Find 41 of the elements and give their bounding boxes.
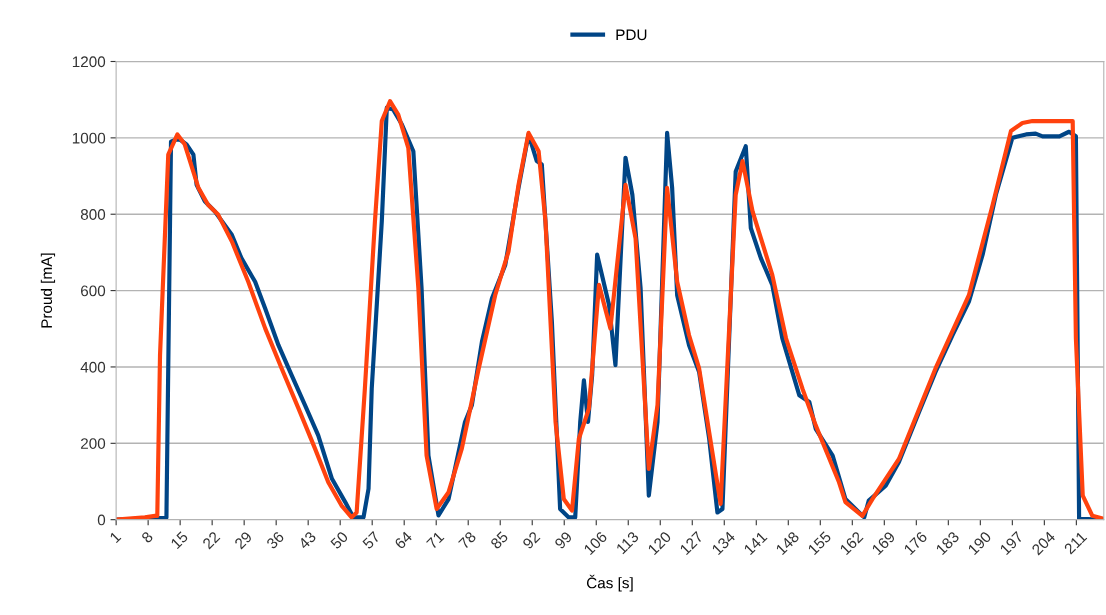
x-tick-label: 64 xyxy=(393,530,413,550)
x-tick-label: 50 xyxy=(329,530,349,550)
x-tick-label: 15 xyxy=(170,530,189,550)
x-tick-label: 78 xyxy=(458,530,477,550)
x-tick-label: 162 xyxy=(839,530,864,556)
x-tick-label: 29 xyxy=(233,530,253,550)
y-tick-label: 800 xyxy=(80,209,106,220)
x-tick-label: 8 xyxy=(140,530,154,544)
y-tick-label: 1000 xyxy=(72,132,106,144)
x-tick-label: 92 xyxy=(521,530,541,550)
x-tick-label: 22 xyxy=(201,530,221,550)
x-tick-label: 183 xyxy=(935,530,960,556)
x-tick-label: 99 xyxy=(553,530,573,550)
x-tick-label: 57 xyxy=(361,531,381,550)
x-tick-label: 211 xyxy=(1063,530,1088,555)
x-tick-label: 148 xyxy=(775,530,800,556)
y-tick-label: 400 xyxy=(80,361,106,373)
x-tick-label: 176 xyxy=(903,530,928,556)
x-tick-label: 155 xyxy=(807,530,832,556)
legend-label: PDU xyxy=(616,29,647,41)
x-tick-label: 71 xyxy=(426,531,445,550)
x-tick-label: 106 xyxy=(583,530,608,556)
x-tick-label: 43 xyxy=(297,530,317,550)
x-tick-label: 1 xyxy=(109,531,122,544)
x-tick-label: 127 xyxy=(679,530,704,556)
y-tick-label: 0 xyxy=(97,514,106,526)
y-tick-label: 600 xyxy=(81,285,106,297)
x-tick-label: 120 xyxy=(647,530,672,556)
y-tick-label: 1200 xyxy=(72,56,106,68)
x-tick-label: 141 xyxy=(743,531,768,556)
x-tick-label: 134 xyxy=(711,530,736,556)
x-tick-label: 169 xyxy=(871,530,896,556)
x-tick-label: 36 xyxy=(265,530,285,550)
y-axis-title: Proud [mA] xyxy=(40,253,56,328)
x-tick-label: 113 xyxy=(615,530,640,555)
x-tick-label: 204 xyxy=(1031,530,1056,556)
x-tick-label: 190 xyxy=(967,530,992,556)
y-tick-label: 200 xyxy=(80,438,106,449)
x-axis-title: Čas [s] xyxy=(586,574,633,592)
x-tick-label: 85 xyxy=(489,530,509,550)
x-tick-label: 197 xyxy=(999,530,1024,556)
